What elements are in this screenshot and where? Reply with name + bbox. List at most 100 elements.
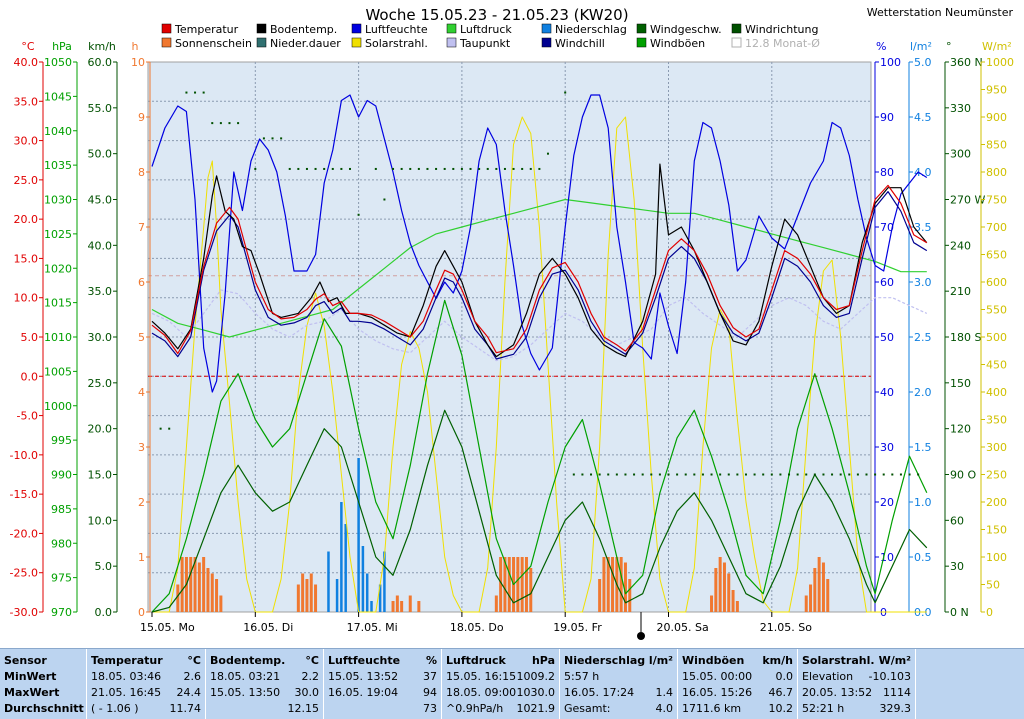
legend-swatch: [256, 23, 267, 34]
axis-tick-label: -15.0: [10, 488, 38, 501]
wind-direction-point: [452, 167, 455, 170]
wind-direction-point: [874, 473, 877, 476]
axis-tick-label: 4: [138, 386, 145, 399]
bar-sonnenschein: [391, 601, 395, 612]
stats-cell-info: 15.05. 16:15: [446, 670, 517, 683]
axis-tick-label: 3.5: [914, 221, 932, 234]
axis-tick-label: 10.0: [14, 292, 39, 305]
x-tick-label: 17.05. Mi: [347, 621, 398, 634]
axis-tick-label: 1025: [44, 228, 72, 241]
axis-tick-label: 240: [950, 239, 971, 252]
legend-swatch: [731, 23, 742, 34]
axis-tick-label: 3: [138, 441, 145, 454]
stats-cell-info: 18.05. 09:00: [446, 686, 517, 699]
bar-sonnenschein: [602, 557, 606, 612]
stats-row-labels: Sensor MinWert MaxWert Durchschnitt: [0, 649, 87, 719]
bar-sonnenschein: [215, 579, 219, 612]
stats-column-unit: %: [425, 654, 437, 667]
bar-sonnenschein: [516, 557, 520, 612]
wind-direction-point: [194, 91, 197, 94]
axis-tick-label: 10: [880, 551, 894, 564]
stats-cell-info: ^0.9hPa/h: [446, 702, 504, 715]
axis-tick-label: 6: [138, 276, 145, 289]
wind-direction-point: [701, 473, 704, 476]
axis-tick-label: 1: [138, 551, 145, 564]
axis-tick-label: 0 N: [950, 606, 969, 619]
wind-direction-point: [237, 122, 240, 125]
bar-sonnenschein: [301, 573, 305, 612]
stats-column: Bodentemp. °C 18.05. 03:21 2.2 15.05. 13:50 3…: [206, 649, 324, 719]
axis-tick-label: 1000: [44, 400, 72, 413]
axis-tick-label: 180 S: [950, 331, 981, 344]
legend-item: Niederschlag: [541, 23, 627, 36]
wind-direction-point: [641, 473, 644, 476]
wind-direction-point: [340, 167, 343, 170]
wind-direction-point: [546, 152, 549, 155]
stats-cell-info: ( - 1.06 ): [91, 702, 139, 715]
stats-column-name: Windböen: [682, 654, 745, 667]
axis-tick-label: 1035: [44, 159, 72, 172]
axis-tick-label: 100: [880, 56, 901, 69]
axis-tick-label: 1000: [986, 56, 1014, 69]
wind-direction-point: [736, 473, 739, 476]
wind-direction-point: [271, 137, 274, 140]
stats-cell-value: 2.2: [301, 670, 320, 683]
bar-sonnenschein: [619, 557, 623, 612]
stats-cell: Gesamt: 4.0: [564, 701, 673, 717]
wind-direction-point: [478, 167, 481, 170]
bar-niederschlag: [340, 502, 343, 612]
wind-direction-point: [538, 167, 541, 170]
bar-sonnenschein: [821, 562, 825, 612]
bar-niederschlag: [365, 573, 369, 612]
legend-item: Taupunkt: [446, 37, 511, 50]
bar-sonnenschein: [499, 557, 503, 612]
stats-cell-info: Elevation: [802, 670, 854, 683]
wind-direction-point: [615, 473, 618, 476]
legend-swatch: [351, 23, 362, 34]
axis-tick-label: 975: [51, 572, 72, 585]
wind-direction-point: [357, 213, 360, 216]
axis-tick-label: -20.0: [10, 527, 38, 540]
axis-tick-label: 700: [986, 221, 1007, 234]
series-line-windgeschw: [151, 409, 928, 613]
wind-direction-point: [848, 473, 851, 476]
axis-tick-label: 1050: [44, 56, 72, 69]
wind-direction-point: [564, 91, 567, 94]
axis-tick-label: 10: [131, 56, 145, 69]
bar-sonnenschein: [296, 584, 300, 612]
bar-niederschlag: [335, 579, 339, 612]
axis-tick-label: 20: [880, 496, 894, 509]
stats-cell-info: 52:21 h: [802, 702, 845, 715]
axis-tick-label: 0: [138, 606, 145, 619]
stats-cell: 73: [328, 701, 437, 717]
bar-sonnenschein: [202, 557, 206, 612]
wind-direction-point: [813, 473, 816, 476]
bar-sonnenschein: [176, 584, 180, 612]
axis-tick-label: 1005: [44, 365, 72, 378]
chart-title: Woche 15.05.23 - 21.05.23 (KW20): [365, 6, 628, 24]
stats-cell-value: 1021.9: [516, 702, 556, 715]
bar-sonnenschein: [826, 579, 830, 612]
legend-label: Temperatur: [174, 23, 239, 36]
bar-sonnenschein: [817, 557, 821, 612]
series-line-luftdruck: [151, 198, 927, 338]
bar-sonnenschein: [189, 557, 193, 612]
wind-direction-point: [590, 473, 593, 476]
axis-unit-label: °: [946, 40, 952, 53]
legend-label: Taupunkt: [459, 37, 511, 50]
wind-direction-point: [865, 473, 868, 476]
stats-column-header: Windböen km/h: [682, 653, 793, 669]
stats-column-header: Niederschlag l/m²: [564, 653, 673, 669]
wind-direction-point: [383, 198, 386, 201]
axis-unit-label: km/h: [88, 40, 116, 53]
stats-cell-value: 4.0: [655, 702, 674, 715]
line-series: [151, 94, 928, 613]
wind-direction-point: [684, 473, 687, 476]
axis-tick-label: 20.0: [88, 423, 113, 436]
wind-direction-point: [228, 122, 231, 125]
legend-item: Windchill: [541, 37, 605, 50]
axis-unit-label: %: [876, 40, 886, 53]
legend-item: Temperatur: [161, 23, 239, 36]
wind-direction-point: [202, 91, 205, 94]
axis-tick-label: 90: [880, 111, 894, 124]
